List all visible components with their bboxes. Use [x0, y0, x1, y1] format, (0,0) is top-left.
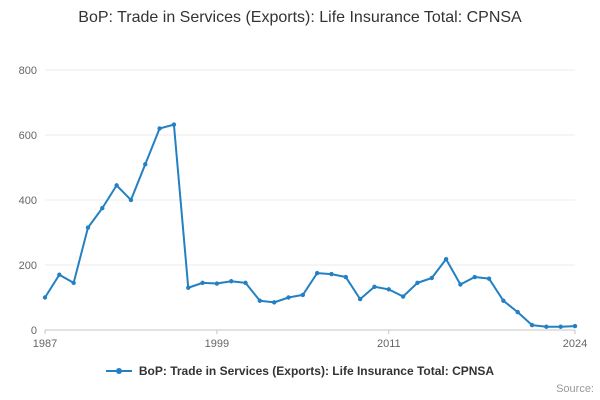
x-tick-label: 1999 [205, 338, 229, 350]
data-point-marker[interactable] [329, 271, 334, 277]
x-axis-labels: 1987 1999 2011 2024 [33, 330, 587, 350]
data-point-marker[interactable] [229, 279, 234, 284]
data-point-marker[interactable] [300, 292, 306, 298]
data-point-marker[interactable] [57, 272, 62, 277]
data-point-marker[interactable] [314, 270, 320, 276]
data-point-marker[interactable] [501, 298, 506, 303]
data-point-marker[interactable] [114, 183, 119, 188]
data-point-marker[interactable] [157, 126, 162, 131]
data-point-marker[interactable] [572, 323, 578, 329]
series-line[interactable] [44, 123, 576, 328]
data-point-marker[interactable] [386, 287, 391, 292]
data-point-marker[interactable] [42, 295, 48, 300]
data-point-marker[interactable] [257, 298, 263, 303]
y-tick-label: 600 [19, 130, 37, 142]
data-point-marker[interactable] [443, 256, 449, 262]
series-markers[interactable] [42, 122, 578, 329]
gridlines [45, 69, 575, 266]
data-point-marker[interactable] [372, 284, 377, 289]
y-tick-label: 0 [31, 325, 37, 337]
y-tick-label: 800 [19, 65, 37, 77]
x-tick-label: 2024 [563, 338, 587, 350]
data-point-marker[interactable] [472, 274, 477, 280]
source-label: Source: [556, 383, 594, 395]
data-point-marker[interactable] [558, 324, 563, 329]
data-point-marker[interactable] [100, 205, 105, 211]
legend-line-marker-icon [105, 368, 132, 374]
data-point-marker[interactable] [171, 122, 177, 127]
y-tick-label: 400 [19, 195, 37, 207]
y-tick-label: 200 [19, 260, 37, 272]
data-point-marker[interactable] [143, 162, 148, 167]
data-point-marker[interactable] [486, 276, 492, 281]
data-point-marker[interactable] [128, 197, 134, 203]
data-point-marker[interactable] [544, 324, 549, 329]
data-point-marker[interactable] [429, 275, 434, 281]
data-point-marker[interactable] [415, 280, 420, 286]
data-point-marker[interactable] [286, 295, 291, 300]
line-chart[interactable]: 0 200 400 600 800 1987 1999 2011 2024 [0, 0, 600, 360]
data-point-marker[interactable] [515, 309, 520, 315]
data-point-marker[interactable] [186, 285, 191, 290]
x-tick-label: 2011 [377, 338, 401, 350]
chart-title: BoP: Trade in Services (Exports): Life I… [78, 9, 522, 26]
data-point-marker[interactable] [458, 282, 463, 287]
legend-item[interactable]: BoP: Trade in Services (Exports): Life I… [0, 364, 600, 378]
data-point-marker[interactable] [529, 322, 535, 328]
data-point-marker[interactable] [200, 280, 205, 286]
data-point-marker[interactable] [85, 225, 91, 230]
data-point-marker[interactable] [214, 281, 220, 286]
data-point-marker[interactable] [343, 274, 349, 280]
legend-label: BoP: Trade in Services (Exports): Life I… [138, 364, 495, 378]
data-point-marker[interactable] [357, 296, 363, 302]
data-point-marker[interactable] [400, 294, 406, 299]
y-axis-labels: 0 200 400 600 800 [19, 65, 37, 337]
x-tick-label: 1987 [33, 338, 57, 350]
data-point-marker[interactable] [271, 300, 277, 305]
data-point-marker[interactable] [71, 280, 76, 286]
data-point-marker[interactable] [243, 280, 248, 286]
